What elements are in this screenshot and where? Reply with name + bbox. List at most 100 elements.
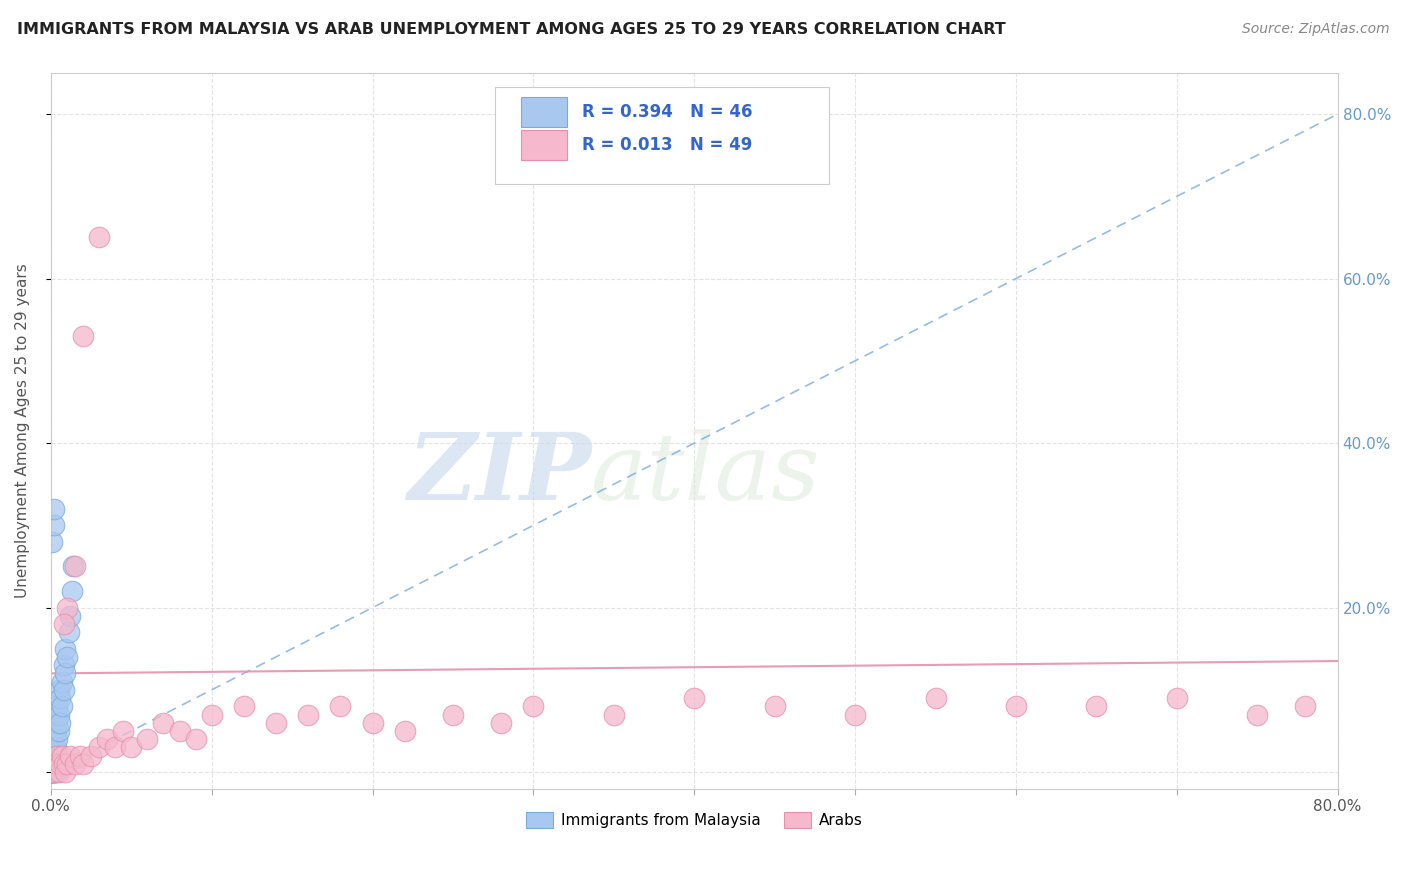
Text: R = 0.394   N = 46: R = 0.394 N = 46	[582, 103, 752, 121]
Point	[51, 748, 73, 763]
Point	[46, 732, 69, 747]
Point	[46, 715, 69, 730]
Point	[52, 658, 75, 673]
Point	[45, 765, 67, 780]
Point	[48, 765, 70, 780]
Point	[96, 732, 118, 747]
Point	[46, 748, 69, 763]
FancyBboxPatch shape	[520, 129, 567, 160]
Point	[152, 715, 174, 730]
Point	[46, 756, 69, 771]
Point	[120, 740, 142, 755]
Point	[1005, 699, 1028, 714]
Point	[184, 732, 207, 747]
Point	[232, 699, 254, 714]
Point	[46, 699, 69, 714]
Point	[42, 765, 65, 780]
Point	[53, 666, 76, 681]
Point	[48, 723, 70, 738]
Y-axis label: Unemployment Among Ages 25 to 29 years: Unemployment Among Ages 25 to 29 years	[15, 263, 30, 599]
Point	[69, 748, 91, 763]
Text: ZIP: ZIP	[408, 429, 592, 518]
Point	[201, 707, 224, 722]
Point	[1085, 699, 1108, 714]
Point	[42, 502, 65, 516]
Point	[41, 534, 63, 549]
Point	[844, 707, 866, 722]
Point	[80, 748, 103, 763]
Point	[45, 707, 67, 722]
Point	[41, 756, 63, 771]
Point	[42, 756, 65, 771]
Text: IMMIGRANTS FROM MALAYSIA VS ARAB UNEMPLOYMENT AMONG AGES 25 TO 29 YEARS CORRELAT: IMMIGRANTS FROM MALAYSIA VS ARAB UNEMPLO…	[17, 22, 1005, 37]
Point	[87, 740, 110, 755]
Point	[42, 518, 65, 533]
Point	[45, 748, 67, 763]
Point	[42, 732, 65, 747]
Point	[52, 617, 75, 632]
Point	[48, 707, 70, 722]
Point	[52, 756, 75, 771]
Point	[112, 723, 135, 738]
Point	[56, 649, 79, 664]
Point	[1246, 707, 1268, 722]
Point	[1166, 691, 1188, 706]
Point	[45, 723, 67, 738]
Point	[60, 584, 83, 599]
Point	[42, 740, 65, 755]
Point	[329, 699, 352, 714]
Legend: Immigrants from Malaysia, Arabs: Immigrants from Malaysia, Arabs	[520, 806, 869, 835]
Point	[51, 674, 73, 689]
Point	[56, 600, 79, 615]
Point	[48, 682, 70, 697]
Point	[72, 756, 94, 771]
Point	[49, 691, 72, 706]
Point	[394, 723, 416, 738]
Point	[53, 765, 76, 780]
Point	[41, 756, 63, 771]
Point	[42, 756, 65, 771]
Point	[52, 682, 75, 697]
Text: atlas: atlas	[592, 429, 821, 518]
Point	[45, 765, 67, 780]
Point	[45, 756, 67, 771]
Point	[361, 715, 384, 730]
Point	[58, 625, 80, 640]
Point	[522, 699, 544, 714]
Point	[42, 756, 65, 771]
Point	[48, 756, 70, 771]
Point	[924, 691, 946, 706]
Point	[49, 715, 72, 730]
Point	[62, 559, 84, 574]
Point	[104, 740, 127, 755]
Point	[59, 748, 82, 763]
FancyBboxPatch shape	[520, 97, 567, 128]
Point	[41, 765, 63, 780]
FancyBboxPatch shape	[495, 87, 830, 184]
Point	[53, 641, 76, 656]
Text: Source: ZipAtlas.com: Source: ZipAtlas.com	[1241, 22, 1389, 37]
Point	[87, 230, 110, 244]
Point	[41, 765, 63, 780]
Point	[41, 765, 63, 780]
Point	[264, 715, 287, 730]
Point	[45, 748, 67, 763]
Point	[41, 765, 63, 780]
Point	[41, 765, 63, 780]
Point	[63, 559, 86, 574]
Point	[603, 707, 626, 722]
Text: R = 0.013   N = 49: R = 0.013 N = 49	[582, 136, 752, 153]
Point	[51, 699, 73, 714]
Point	[63, 756, 86, 771]
Point	[42, 748, 65, 763]
Point	[72, 329, 94, 343]
Point	[136, 732, 159, 747]
Point	[49, 756, 72, 771]
Point	[56, 756, 79, 771]
Point	[59, 608, 82, 623]
Point	[169, 723, 191, 738]
Point	[42, 765, 65, 780]
Point	[41, 748, 63, 763]
Point	[45, 740, 67, 755]
Point	[489, 715, 512, 730]
